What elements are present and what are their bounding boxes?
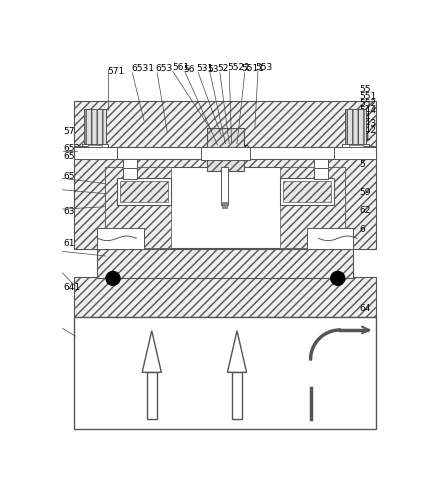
Text: 6531: 6531 bbox=[131, 64, 154, 73]
Text: 5511: 5511 bbox=[241, 64, 264, 73]
Circle shape bbox=[330, 272, 344, 285]
Text: 531: 531 bbox=[196, 64, 213, 73]
Text: 5: 5 bbox=[359, 160, 364, 169]
Text: 551: 551 bbox=[359, 92, 376, 101]
Bar bbox=[84, 153, 106, 159]
Text: 57: 57 bbox=[63, 127, 75, 136]
Text: 52: 52 bbox=[217, 64, 228, 73]
Bar bbox=[279, 178, 333, 205]
Circle shape bbox=[106, 272, 120, 285]
Text: 62: 62 bbox=[359, 206, 370, 215]
Text: 561: 561 bbox=[172, 63, 189, 72]
Bar bbox=[206, 128, 244, 170]
Bar bbox=[344, 153, 366, 159]
Text: 544: 544 bbox=[359, 106, 375, 115]
Text: 66: 66 bbox=[214, 158, 225, 167]
Text: 53: 53 bbox=[207, 65, 218, 74]
Bar bbox=[74, 277, 376, 317]
Bar bbox=[74, 101, 376, 249]
Bar bbox=[348, 145, 362, 156]
Bar bbox=[105, 167, 345, 247]
Text: 55: 55 bbox=[359, 85, 370, 94]
Text: 571: 571 bbox=[107, 66, 124, 76]
Text: 542: 542 bbox=[359, 126, 375, 135]
Text: 64: 64 bbox=[359, 304, 370, 313]
Text: 5521: 5521 bbox=[227, 63, 250, 72]
Bar bbox=[97, 247, 353, 278]
Polygon shape bbox=[227, 331, 246, 372]
Text: 54: 54 bbox=[359, 112, 370, 122]
Text: 652: 652 bbox=[63, 144, 80, 153]
Text: 552: 552 bbox=[359, 99, 376, 108]
Text: 59: 59 bbox=[359, 188, 370, 196]
Bar bbox=[313, 159, 327, 168]
Bar bbox=[200, 147, 250, 160]
Text: 56: 56 bbox=[183, 65, 194, 74]
Text: 6: 6 bbox=[359, 225, 364, 234]
Bar bbox=[88, 145, 102, 156]
Bar bbox=[74, 147, 117, 159]
Bar bbox=[313, 167, 327, 179]
Bar bbox=[123, 159, 137, 168]
Bar bbox=[117, 178, 171, 205]
Bar bbox=[342, 144, 368, 153]
Bar bbox=[123, 167, 137, 179]
Text: 543: 543 bbox=[359, 119, 376, 129]
Text: 553: 553 bbox=[255, 63, 272, 72]
Bar bbox=[97, 227, 144, 249]
Bar bbox=[120, 181, 168, 202]
Bar bbox=[74, 147, 376, 159]
Bar bbox=[84, 109, 106, 144]
Bar bbox=[344, 109, 366, 144]
Bar bbox=[279, 167, 345, 247]
Bar bbox=[82, 144, 108, 153]
Bar bbox=[282, 181, 330, 202]
Bar bbox=[146, 372, 156, 419]
Text: 65: 65 bbox=[63, 172, 75, 181]
Bar bbox=[74, 146, 88, 154]
Bar bbox=[222, 202, 226, 208]
Bar bbox=[333, 147, 375, 159]
Text: 641: 641 bbox=[63, 283, 80, 292]
Text: 651: 651 bbox=[63, 152, 81, 161]
Bar bbox=[231, 372, 241, 419]
Bar bbox=[105, 167, 171, 247]
Polygon shape bbox=[142, 331, 161, 372]
Bar bbox=[74, 317, 376, 429]
Text: 61: 61 bbox=[63, 239, 75, 248]
Bar bbox=[306, 227, 353, 249]
Text: 653: 653 bbox=[155, 64, 172, 73]
Bar bbox=[361, 146, 375, 154]
Text: 51: 51 bbox=[359, 133, 370, 142]
Text: 58: 58 bbox=[237, 145, 249, 154]
Text: 63: 63 bbox=[63, 207, 75, 216]
Bar bbox=[220, 167, 228, 205]
